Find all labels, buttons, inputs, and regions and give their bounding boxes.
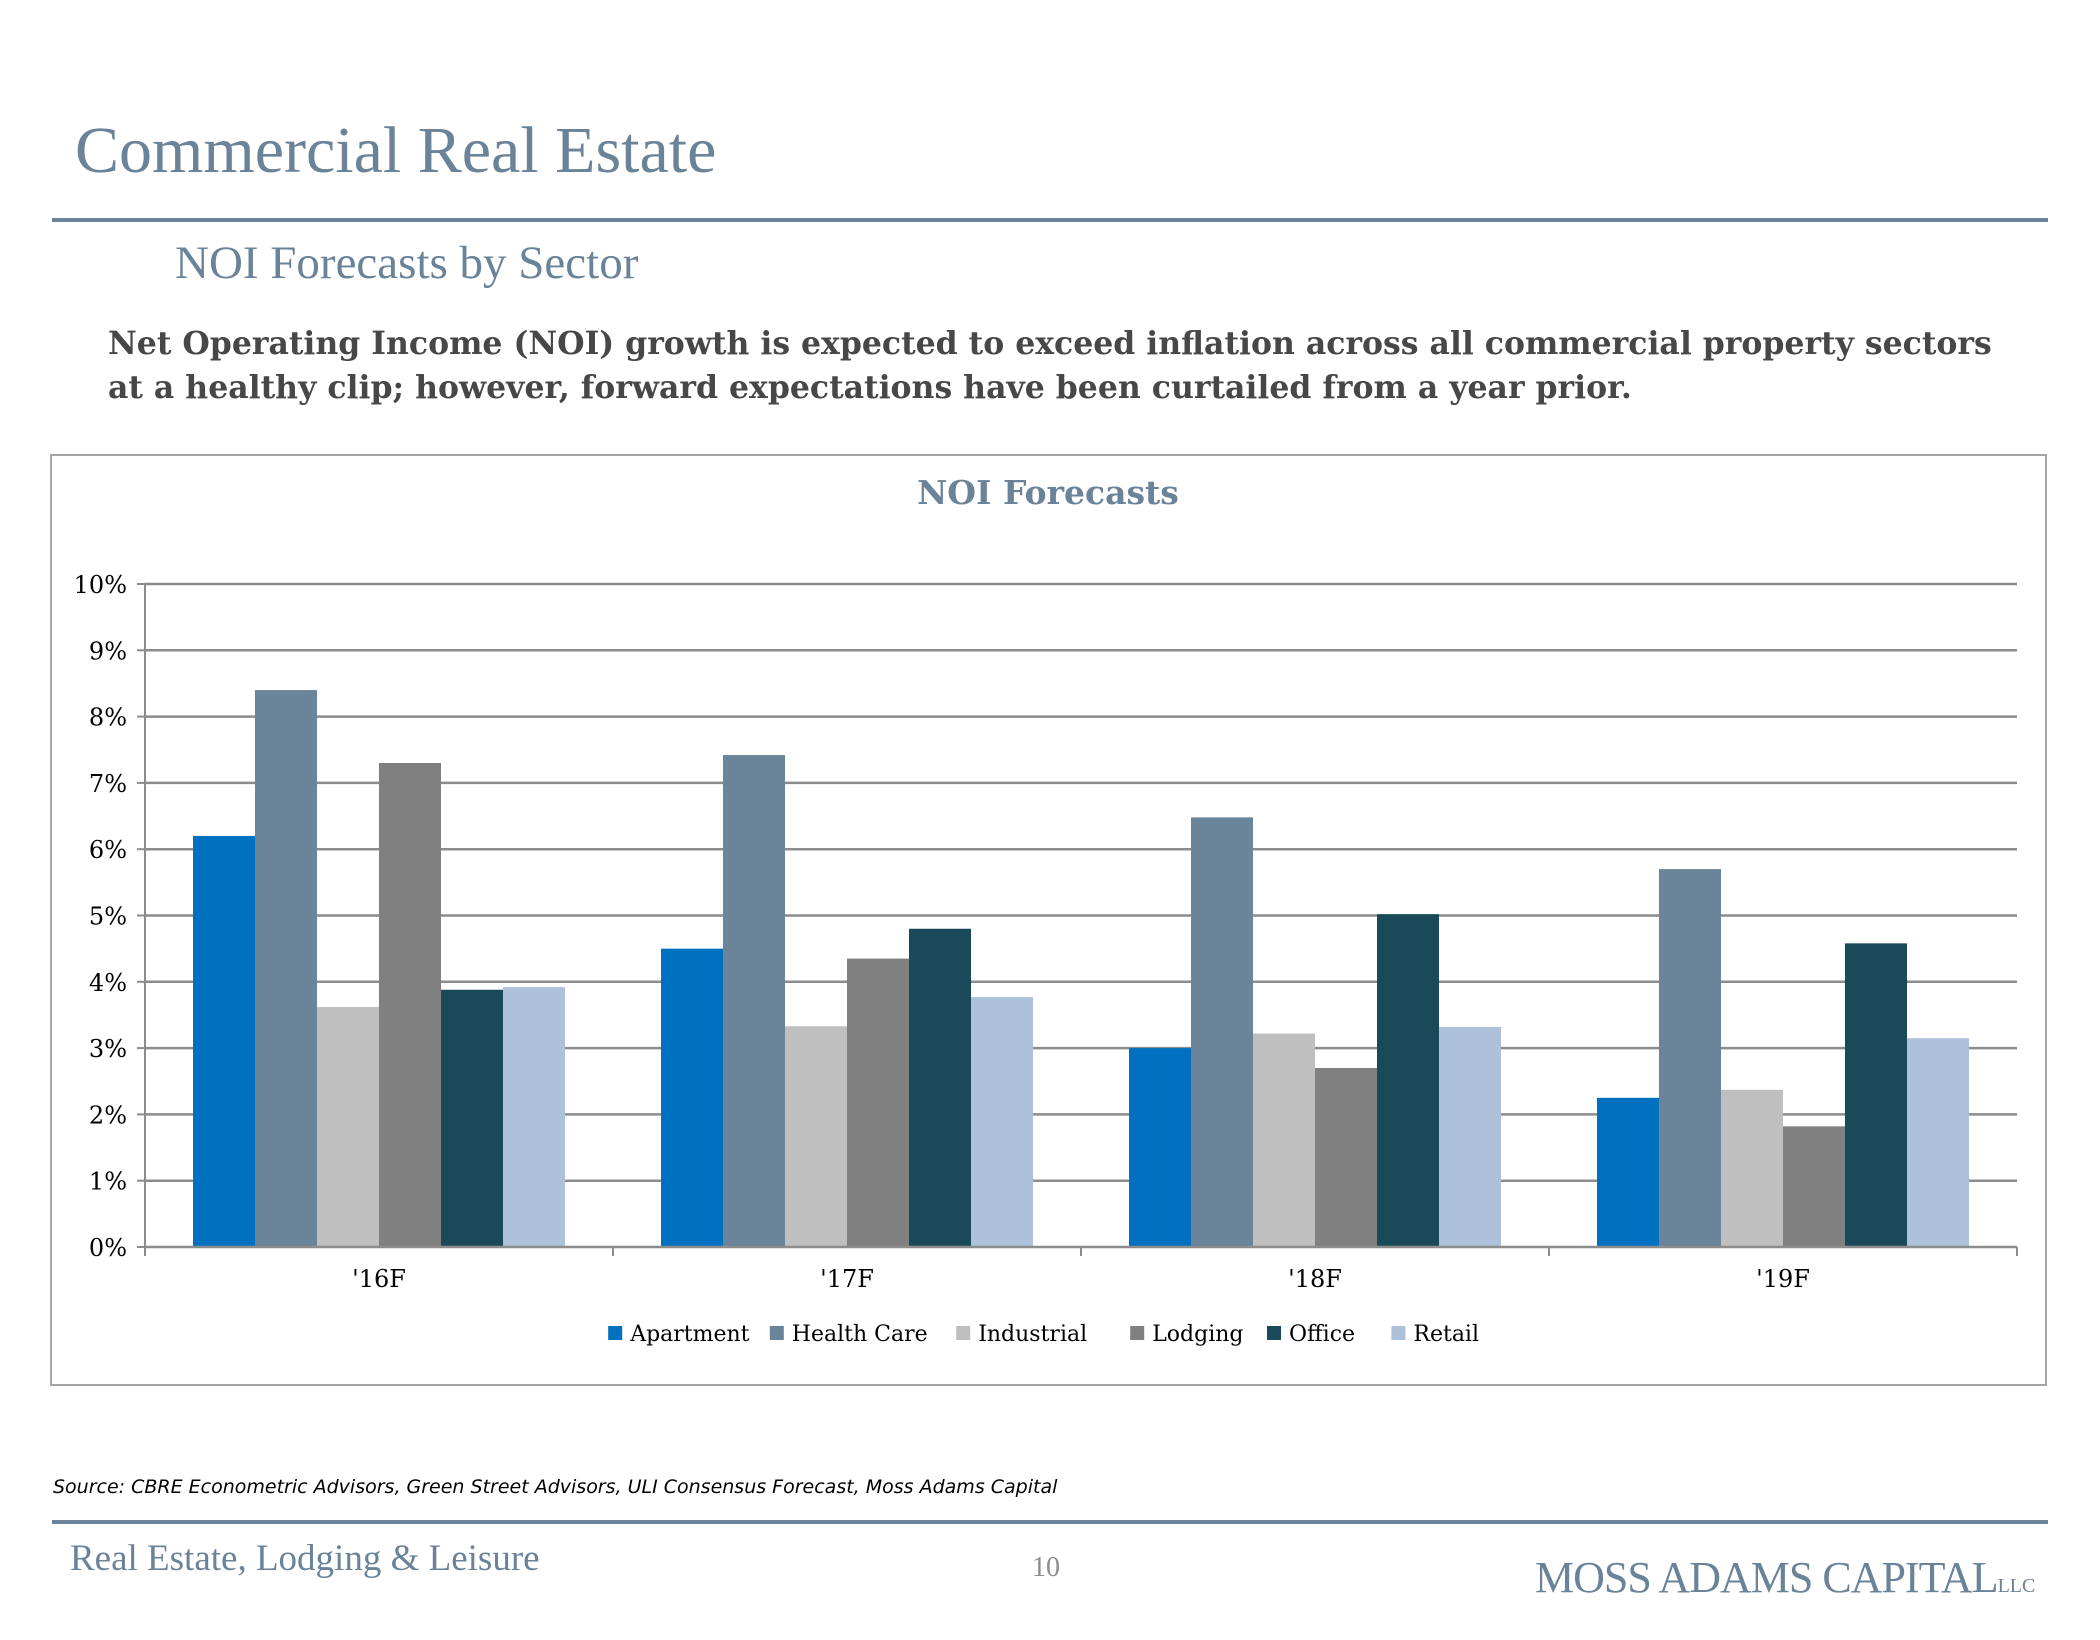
x-tick-label: '19F xyxy=(1756,1265,1810,1293)
bar-lodging-3 xyxy=(1315,1067,1377,1247)
y-tick-label: 4% xyxy=(89,969,127,997)
legend-label: Industrial xyxy=(978,1322,1087,1347)
y-tick-label: 7% xyxy=(89,770,127,798)
y-tick-label: 3% xyxy=(89,1035,127,1063)
bar-office-1 xyxy=(441,989,503,1247)
bar-lodging-2 xyxy=(847,958,909,1247)
legend-label: Apartment xyxy=(629,1322,749,1347)
y-tick-label: 9% xyxy=(89,637,127,665)
page-title: Commercial Real Estate xyxy=(75,114,717,187)
bar-office-2 xyxy=(909,928,971,1247)
bar-health-care-3 xyxy=(1191,817,1253,1247)
y-tick-label: 8% xyxy=(89,704,127,732)
section-subtitle: NOI Forecasts by Sector xyxy=(175,237,639,289)
bar-lodging-4 xyxy=(1783,1126,1845,1247)
legend-label: Health Care xyxy=(792,1322,928,1347)
footer-divider xyxy=(52,1520,2048,1524)
x-tick-label: '16F xyxy=(352,1265,406,1293)
x-tick-label: '18F xyxy=(1288,1265,1342,1293)
x-tick-label: '17F xyxy=(820,1265,874,1293)
chart-title: NOI Forecasts xyxy=(917,473,1179,512)
legend-label: Retail xyxy=(1413,1322,1479,1347)
lead-paragraph: Net Operating Income (NOI) growth is exp… xyxy=(108,325,1992,406)
bar-retail-2 xyxy=(971,997,1033,1247)
bar-lodging-1 xyxy=(379,763,441,1247)
bar-industrial-4 xyxy=(1721,1089,1783,1247)
legend-swatch xyxy=(1130,1326,1145,1340)
bar-office-3 xyxy=(1377,914,1439,1247)
y-tick-label: 2% xyxy=(89,1101,127,1129)
bar-health-care-4 xyxy=(1659,869,1721,1247)
page-number: 10 xyxy=(1032,1552,1060,1583)
bar-office-4 xyxy=(1845,943,1907,1247)
footer-division: Real Estate, Lodging & Leisure xyxy=(70,1538,540,1579)
bar-retail-3 xyxy=(1439,1026,1501,1247)
axes: 0% 1% 2% 3% 4% 5% 6% 7% 8% 9% 10% '16F '17F '18F '19F xyxy=(74,571,2018,1293)
brand-logo: MOSS ADAMS CAPITALLLC xyxy=(1535,1556,2035,1600)
legend-swatch xyxy=(956,1326,971,1340)
legend-label: Office xyxy=(1289,1322,1355,1347)
chart-frame: NOI Forecasts 0% 1% 2% 3% 4% 5% 6% 7% 8% 9% 10% '16… xyxy=(50,454,2047,1386)
legend-swatch xyxy=(769,1326,784,1340)
brand-name: MOSS ADAMS CAPITAL xyxy=(1535,1553,1999,1602)
y-tick-label: 1% xyxy=(89,1168,127,1196)
brand-suffix: LLC xyxy=(1997,1575,2036,1597)
bar-apartment-1 xyxy=(193,835,255,1247)
legend-label: Lodging xyxy=(1152,1322,1243,1347)
bar-industrial-2 xyxy=(785,1026,847,1247)
bar-health-care-2 xyxy=(723,755,785,1247)
bars xyxy=(193,690,1969,1247)
bar-health-care-1 xyxy=(255,690,317,1247)
bar-industrial-1 xyxy=(317,1006,379,1247)
legend: Apartment Health Care Industrial Lodging Off… xyxy=(608,1322,1479,1347)
noi-forecasts-chart: NOI Forecasts 0% 1% 2% 3% 4% 5% 6% 7% 8% 9% 10% '16… xyxy=(74,473,2018,1347)
bar-apartment-2 xyxy=(661,948,723,1247)
source-note: Source: CBRE Econometric Advisors, Green… xyxy=(53,1476,1058,1498)
bar-industrial-3 xyxy=(1253,1033,1315,1247)
legend-swatch xyxy=(1267,1326,1281,1340)
bar-retail-4 xyxy=(1907,1038,1969,1247)
y-tick-label: 10% xyxy=(74,571,127,599)
y-tick-label: 6% xyxy=(89,836,127,864)
legend-swatch xyxy=(608,1326,623,1340)
bar-apartment-3 xyxy=(1129,1048,1191,1247)
y-tick-label: 0% xyxy=(89,1234,127,1262)
bar-retail-1 xyxy=(503,987,565,1247)
bar-apartment-4 xyxy=(1597,1097,1659,1247)
y-tick-label: 5% xyxy=(89,903,127,931)
title-divider xyxy=(52,218,2048,222)
legend-swatch xyxy=(1391,1326,1406,1340)
